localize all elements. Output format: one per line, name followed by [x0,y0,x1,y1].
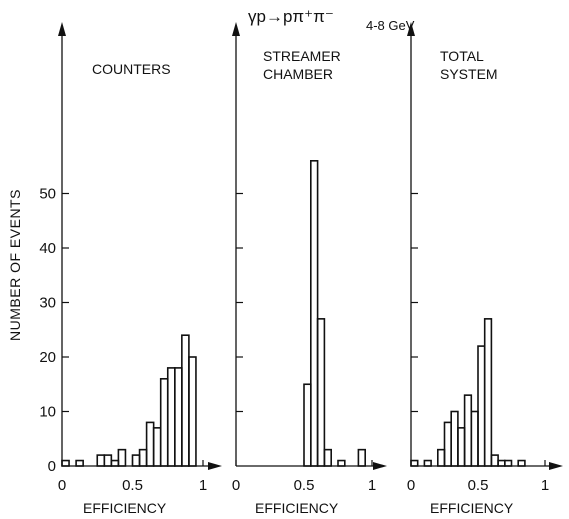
x-tick-label: 0 [58,477,66,494]
x-axis-label-total-system: EFFICIENCY [430,500,514,516]
histogram-bar [152,427,162,467]
x-tick-label: 0.5 [122,477,143,494]
panel-total-system-marks: 0 0.5 1 [407,22,563,494]
x-axis-label-counters: EFFICIENCY [83,500,167,516]
histogram-bar [96,454,106,467]
histogram-bar [181,334,190,467]
histogram-bar [131,454,141,467]
y-axis-arrow-icon [232,22,240,36]
histogram-bar [323,448,332,467]
y-tick-label: 0 [48,458,56,475]
histogram-bar [145,421,155,467]
panel-title-streamer-chamber-line2: CHAMBER [263,66,333,82]
x-tick-label: 0.5 [468,477,489,494]
histogram-bar [138,448,148,467]
x-tick-label: 0 [407,477,415,494]
y-axis-arrow-icon [407,22,415,36]
histogram-bar [457,427,466,467]
histogram-bar [316,318,326,467]
histogram-bar [436,448,446,467]
histogram-bar [470,410,479,467]
histogram-bar [357,448,366,467]
x-tick-label: 1 [199,477,207,494]
panel-title-total-system-line1: TOTAL [440,48,484,64]
panel-title-streamer-chamber-line1: STREAMER [263,48,341,64]
panel-title-total-system-line2: SYSTEM [440,66,498,82]
panel-streamer-chamber-marks: 0 0.5 1 [232,22,387,494]
panel-total-system: TOTAL SYSTEM 0 0.5 1 EFFICIENCY [407,22,563,516]
histogram-bar [423,459,432,467]
reaction-energy-range: 4-8 GeV [366,18,415,33]
histogram-bar [75,459,84,467]
y-tick-label: 10 [39,404,56,421]
x-tick-label: 1 [368,477,376,494]
histogram-bar [497,459,506,467]
histogram-bar [117,448,127,467]
x-axis-arrow-icon [549,462,563,470]
x-tick-label: 1 [541,477,549,494]
x-axis-label-streamer-chamber: EFFICIENCY [255,500,339,516]
y-axis-arrow-icon [58,22,66,36]
y-tick-label: 30 [39,295,56,312]
histogram-bar [410,459,419,467]
y-tick-label: 50 [39,186,56,203]
x-axis-arrow-icon [208,462,222,470]
x-axis-arrow-icon [373,462,387,470]
panel-counters: COUNTERS 0 10 20 30 40 50 0 0.5 1 EFFICIENCY [39,22,222,516]
x-tick-label: 0 [232,477,240,494]
histogram-bar [61,459,70,467]
y-tick-label: 20 [39,349,56,366]
histogram-bar [174,367,183,467]
histogram-bar [110,459,120,467]
panel-title-counters: COUNTERS [92,61,171,77]
histogram-bar [337,459,346,467]
histogram-bar [303,383,312,467]
histogram-bar [159,377,169,467]
panel-counters-marks: 0 10 20 30 40 50 0 0.5 1 [39,22,222,494]
histogram-bar [483,318,493,467]
histogram-bar [443,421,452,467]
histogram-bar [517,459,526,467]
y-tick-label: 40 [39,240,56,257]
histogram-bar [166,367,176,467]
x-tick-label: 0.5 [294,477,315,494]
reaction-formula: γp→pπ⁺π⁻ [248,7,334,26]
histogram-bar [309,160,319,467]
histogram-bar [450,410,459,467]
histogram-bar [188,356,197,467]
histogram-bar [463,394,473,467]
histogram-bar [103,454,113,467]
histogram-bar [490,454,499,467]
y-axis-label: NUMBER OF EVENTS [7,189,23,341]
panel-streamer-chamber: STREAMER CHAMBER 0 0.5 1 EFFICIENCY [232,22,387,516]
histogram-bar [503,459,513,467]
histogram-bar [477,345,486,467]
